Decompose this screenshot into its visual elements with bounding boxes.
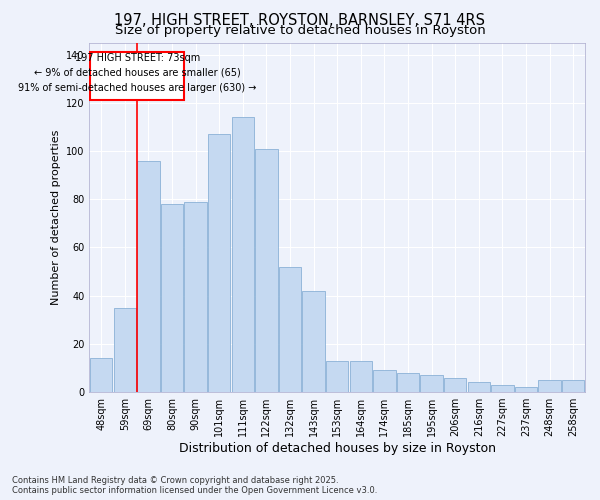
Text: 91% of semi-detached houses are larger (630) →: 91% of semi-detached houses are larger (… xyxy=(18,84,256,94)
Text: Size of property relative to detached houses in Royston: Size of property relative to detached ho… xyxy=(115,24,485,37)
Bar xyxy=(161,204,183,392)
Bar xyxy=(350,360,372,392)
Bar xyxy=(421,375,443,392)
Bar xyxy=(373,370,395,392)
Text: ← 9% of detached houses are smaller (65): ← 9% of detached houses are smaller (65) xyxy=(34,68,241,78)
Bar xyxy=(279,266,301,392)
Text: 197, HIGH STREET, ROYSTON, BARNSLEY, S71 4RS: 197, HIGH STREET, ROYSTON, BARNSLEY, S71… xyxy=(115,13,485,28)
Bar xyxy=(326,360,349,392)
Text: Contains HM Land Registry data © Crown copyright and database right 2025.
Contai: Contains HM Land Registry data © Crown c… xyxy=(12,476,377,495)
Bar xyxy=(137,160,160,392)
Text: 197 HIGH STREET: 73sqm: 197 HIGH STREET: 73sqm xyxy=(74,53,200,63)
Bar xyxy=(90,358,112,392)
FancyBboxPatch shape xyxy=(90,52,184,100)
Bar xyxy=(515,388,537,392)
Bar xyxy=(562,380,584,392)
Bar xyxy=(208,134,230,392)
Bar xyxy=(302,291,325,392)
Bar xyxy=(184,202,207,392)
Bar xyxy=(113,308,136,392)
Bar xyxy=(444,378,466,392)
X-axis label: Distribution of detached houses by size in Royston: Distribution of detached houses by size … xyxy=(179,442,496,455)
Bar xyxy=(538,380,561,392)
Bar xyxy=(255,148,278,392)
Bar xyxy=(397,373,419,392)
Bar xyxy=(232,117,254,392)
Bar xyxy=(467,382,490,392)
Y-axis label: Number of detached properties: Number of detached properties xyxy=(50,130,61,305)
Bar xyxy=(491,385,514,392)
